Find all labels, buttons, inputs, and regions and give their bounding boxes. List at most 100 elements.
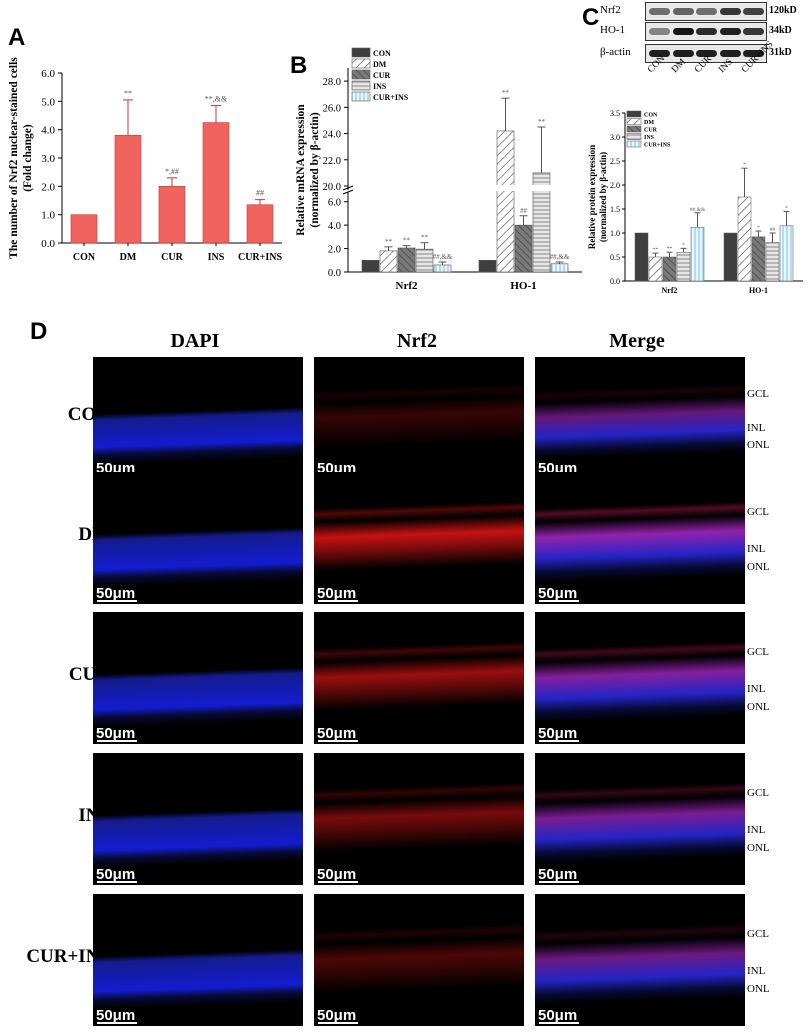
bar [676, 251, 691, 282]
y-tick-label: 5.0 [41, 96, 55, 108]
y-tick-label: 22.0 [323, 156, 341, 167]
chart-c: 0.00.51.01.52.02.53.03.5** ***##,&&Nrf2**… [587, 109, 803, 295]
scale-bar [539, 600, 579, 602]
y-axis-title-line2: (Fold change) [22, 124, 34, 192]
retina-layer-label: GCL [747, 645, 769, 658]
y-tick-label: 20.0 [323, 182, 341, 193]
micrograph-dapi: 50μm [93, 357, 303, 479]
significance-label: *,## [165, 167, 179, 176]
blot-band [719, 28, 741, 35]
y-tick-label: 6.0 [41, 68, 55, 80]
legend-swatch [626, 118, 642, 125]
bar [779, 225, 794, 282]
bar [634, 232, 649, 282]
axis-break-mark [342, 185, 354, 191]
micrograph-merge: 50μm [535, 753, 745, 885]
legend-swatch [626, 140, 642, 148]
legend-swatch [626, 110, 642, 118]
y-tick-label: 0.0 [610, 277, 620, 286]
blot-size-label: 31kD [769, 47, 792, 58]
y-axis-title-line1: Relative protein expression [587, 145, 597, 249]
scale-bar [97, 600, 137, 602]
bar [361, 259, 380, 273]
y-tick-label: 0.5 [610, 253, 620, 262]
legend-swatch [351, 80, 371, 91]
significance-label: ##,&& [433, 253, 453, 261]
x-tick-label: HO-1 [749, 286, 768, 295]
micrograph-merge: 50μm [535, 612, 745, 744]
blot-protein-label: Nrf2 [600, 4, 621, 16]
bar-break-gap [496, 185, 515, 191]
scale-bar-label: 50μm [96, 585, 136, 602]
x-tick-label: DM [120, 252, 137, 263]
scale-bar-label: 50μm [317, 585, 357, 602]
legend-swatch [351, 47, 371, 58]
blot-protein-label: HO-1 [600, 24, 626, 36]
bar [737, 196, 752, 282]
blot-band [743, 8, 764, 15]
legend-label: DM [644, 120, 654, 126]
bar [550, 263, 569, 273]
y-tick-label: 6.0 [328, 198, 341, 209]
legend-swatch [351, 69, 371, 80]
significance-label: ** [385, 238, 393, 246]
scale-bar-label: 50μm [538, 585, 578, 602]
scale-bar-label: 50μm [96, 866, 136, 883]
retina-layer-label: GCL [747, 927, 769, 940]
blot-band [743, 50, 764, 57]
significance-label: ** [667, 246, 673, 252]
blot-band [649, 28, 670, 35]
significance-label: **,&& [205, 95, 228, 104]
y-tick-label: 1.0 [41, 210, 55, 222]
row-label: CUR+INS [26, 946, 110, 967]
legend-label: DM [373, 60, 387, 69]
y-tick-label: 3.0 [610, 133, 620, 142]
y-tick-label: 4.0 [41, 125, 55, 137]
significance-label: ** [502, 89, 510, 97]
retina-layer-label: INL [747, 421, 766, 434]
retina-layer-label: INL [747, 682, 766, 695]
scale-bar [539, 881, 579, 883]
x-tick-label: INS [208, 252, 225, 263]
x-tick-label: CUR [161, 252, 183, 263]
retina-layer-label: ONL [747, 842, 770, 855]
blot-band [743, 28, 764, 35]
significance-label: ** [421, 234, 429, 242]
x-tick-label: Nrf2 [662, 286, 678, 295]
x-tick-label: Nrf2 [396, 280, 418, 292]
significance-label: ##,&& [550, 253, 570, 261]
y-tick-label: 3.0 [41, 153, 55, 165]
significance-label: ##,&& [690, 207, 706, 213]
significance-label: ## [256, 189, 264, 198]
blot-size-label: 120kD [769, 5, 797, 16]
scale-bar-label: 50μm [96, 1007, 136, 1024]
western-blot: Nrf2 120kD HO-1 34kD β-actin 31kD CON DM CUR INS C… [600, 0, 809, 100]
bar [379, 250, 398, 273]
blot-band [696, 28, 717, 35]
scale-bar [539, 1022, 579, 1024]
y-tick-label: 26.0 [323, 103, 341, 114]
scale-bar [318, 881, 358, 883]
micrograph-nrf2: 50μm [314, 753, 524, 885]
column-title-merge: Merge [609, 330, 665, 352]
y-tick-label: 0.0 [41, 238, 55, 250]
panel-letter-c: C [582, 4, 600, 31]
blot-band [719, 50, 741, 57]
chart-a: 0.0 1.0 2.0 3.0 4.0 5.0 6.0 CON ** DM *,## CUR **,&&… [8, 57, 282, 263]
y-axis-title: The number of Nrf2 nuclear-stained cells… [8, 57, 34, 259]
retina-layer-label: INL [747, 964, 766, 977]
y-tick-label: 2.0 [328, 245, 341, 256]
bar [478, 259, 497, 273]
micrograph-nrf2: 50μm [314, 357, 524, 479]
axis-break-mark [342, 189, 354, 195]
column-title-nrf2: Nrf2 [397, 330, 437, 352]
blot-band [719, 8, 741, 15]
scale-bar-label: 50μm [317, 866, 357, 883]
significance-label: ## [770, 227, 776, 233]
scale-bar-label: 50μm [538, 866, 578, 883]
legend-swatch [626, 133, 642, 140]
y-tick-label: 2.0 [610, 181, 620, 190]
scale-bar-label: 50μm [317, 725, 357, 742]
micrograph-merge: 50μm [535, 894, 745, 1026]
blot-membrane [645, 22, 767, 41]
